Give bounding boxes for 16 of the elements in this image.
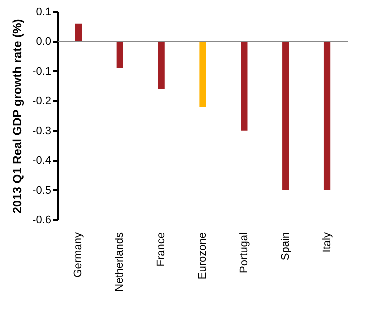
y-tick-label: 0.1	[36, 6, 52, 18]
x-tick-label: Eurozone	[197, 232, 209, 280]
y-tick-label: -0.2	[32, 96, 52, 108]
y-axis-title: 2013 Q1 Real GDP growth rate (%)	[10, 19, 25, 214]
x-tick-label: Netherlands	[114, 232, 126, 292]
y-tick-label: -0.3	[32, 125, 52, 138]
y-tick-label: 0.0	[36, 36, 52, 48]
x-tick-label: France	[156, 232, 168, 267]
y-tick-label: -0.1	[32, 66, 52, 78]
y-tick-label: -0.4	[32, 155, 52, 168]
y-tick-label: -0.5	[32, 184, 52, 197]
x-tick-label: Italy	[321, 232, 334, 253]
x-tick-label: Portugal	[238, 232, 250, 274]
x-tick-label: Spain	[280, 232, 292, 261]
x-tick-label: Germany	[72, 232, 85, 278]
y-tick-label: -0.6	[32, 214, 52, 226]
